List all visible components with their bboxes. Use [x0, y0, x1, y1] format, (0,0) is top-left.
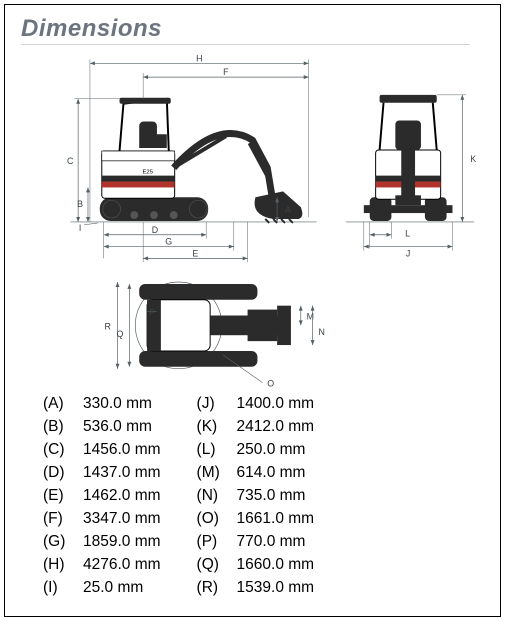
dimension-table: (A)330.0 mm (B)536.0 mm (C)1456.0 mm (D)… — [43, 395, 470, 597]
side-view: E25 — [67, 53, 316, 262]
dim-key: (F) — [43, 510, 83, 528]
dim-value: 1539.0 mm — [237, 579, 315, 597]
dim-row: (F)3347.0 mm — [43, 510, 161, 528]
svg-text:E25: E25 — [142, 170, 153, 176]
dim-label-h: H — [196, 53, 202, 63]
dim-label-j: J — [406, 248, 410, 258]
dim-value: 2412.0 mm — [237, 418, 315, 436]
dim-row: (M)614.0 mm — [197, 464, 315, 482]
dim-row: (C)1456.0 mm — [43, 441, 161, 459]
dim-row: (H)4276.0 mm — [43, 556, 161, 574]
dim-row: (R)1539.0 mm — [197, 579, 315, 597]
dim-value: 1437.0 mm — [83, 464, 161, 482]
dim-row: (D)1437.0 mm — [43, 464, 161, 482]
dim-key: (N) — [197, 487, 237, 505]
dim-label-d: D — [152, 225, 158, 235]
dim-value: 735.0 mm — [237, 487, 306, 505]
dim-value: 1660.0 mm — [237, 556, 315, 574]
dim-key: (Q) — [197, 556, 237, 574]
dim-value: 536.0 mm — [83, 418, 152, 436]
dim-row: (G)1859.0 mm — [43, 533, 161, 551]
dim-label-e: E — [192, 248, 198, 258]
dim-label-p: P — [149, 308, 155, 318]
dim-value: 1400.0 mm — [237, 395, 315, 413]
dim-label-o: O — [267, 378, 274, 387]
dim-label-k: K — [470, 154, 476, 164]
dim-label-a: A — [285, 205, 291, 215]
dim-value: 330.0 mm — [83, 395, 152, 413]
dim-key: (G) — [43, 533, 83, 551]
dim-row: (B)536.0 mm — [43, 418, 161, 436]
dim-value: 4276.0 mm — [83, 556, 161, 574]
dim-value: 770.0 mm — [237, 533, 306, 551]
dim-key: (I) — [43, 579, 83, 597]
dim-row: (Q)1660.0 mm — [197, 556, 315, 574]
dim-value: 614.0 mm — [237, 464, 306, 482]
title-rule — [21, 44, 470, 45]
dim-key: (K) — [197, 418, 237, 436]
dim-label-c: C — [67, 156, 74, 166]
dim-row: (J)1400.0 mm — [197, 395, 315, 413]
dim-value: 1859.0 mm — [83, 533, 161, 551]
page: Dimensions — [0, 0, 505, 621]
dim-row: (K)2412.0 mm — [197, 418, 315, 436]
dim-label-m: M — [307, 311, 314, 321]
dim-row: (I)25.0 mm — [43, 579, 161, 597]
dimension-col-left: (A)330.0 mm (B)536.0 mm (C)1456.0 mm (D)… — [43, 395, 161, 597]
dim-row: (E)1462.0 mm — [43, 487, 161, 505]
dim-row: (P)770.0 mm — [197, 533, 315, 551]
dim-row: (O)1661.0 mm — [197, 510, 315, 528]
dim-label-l: L — [405, 229, 410, 239]
front-view: K L J — [346, 95, 476, 259]
dim-key: (E) — [43, 487, 83, 505]
dim-value: 250.0 mm — [237, 441, 306, 459]
dim-key: (R) — [197, 579, 237, 597]
dim-key: (L) — [197, 441, 237, 459]
dim-key: (A) — [43, 395, 83, 413]
dim-value: 1456.0 mm — [83, 441, 161, 459]
dim-label-g: G — [165, 237, 172, 247]
dim-row: (N)735.0 mm — [197, 487, 315, 505]
dim-key: (J) — [197, 395, 237, 413]
dim-label-n: N — [319, 327, 325, 337]
dimension-diagram: E25 — [21, 47, 484, 387]
top-view: R Q P M — [104, 282, 324, 387]
dimension-col-right: (J)1400.0 mm (K)2412.0 mm (L)250.0 mm (M… — [197, 395, 315, 597]
dim-key: (D) — [43, 464, 83, 482]
dim-label-f: F — [223, 67, 229, 77]
dim-row: (L)250.0 mm — [197, 441, 315, 459]
dim-key: (C) — [43, 441, 83, 459]
dim-key: (P) — [197, 533, 237, 551]
dim-row: (A)330.0 mm — [43, 395, 161, 413]
dim-key: (O) — [197, 510, 237, 528]
dim-value: 1462.0 mm — [83, 487, 161, 505]
dim-key: (M) — [197, 464, 237, 482]
diagram-svg: E25 — [21, 47, 484, 387]
dim-value: 3347.0 mm — [83, 510, 161, 528]
dim-label-i: I — [79, 223, 81, 233]
dim-label-r: R — [104, 321, 110, 331]
dim-key: (H) — [43, 556, 83, 574]
dim-label-q: Q — [117, 329, 124, 339]
dim-value: 25.0 mm — [83, 579, 143, 597]
sheet: Dimensions — [4, 4, 501, 617]
dim-value: 1661.0 mm — [237, 510, 315, 528]
section-title: Dimensions — [21, 15, 162, 43]
dim-key: (B) — [43, 418, 83, 436]
dim-label-b: B — [77, 199, 83, 209]
